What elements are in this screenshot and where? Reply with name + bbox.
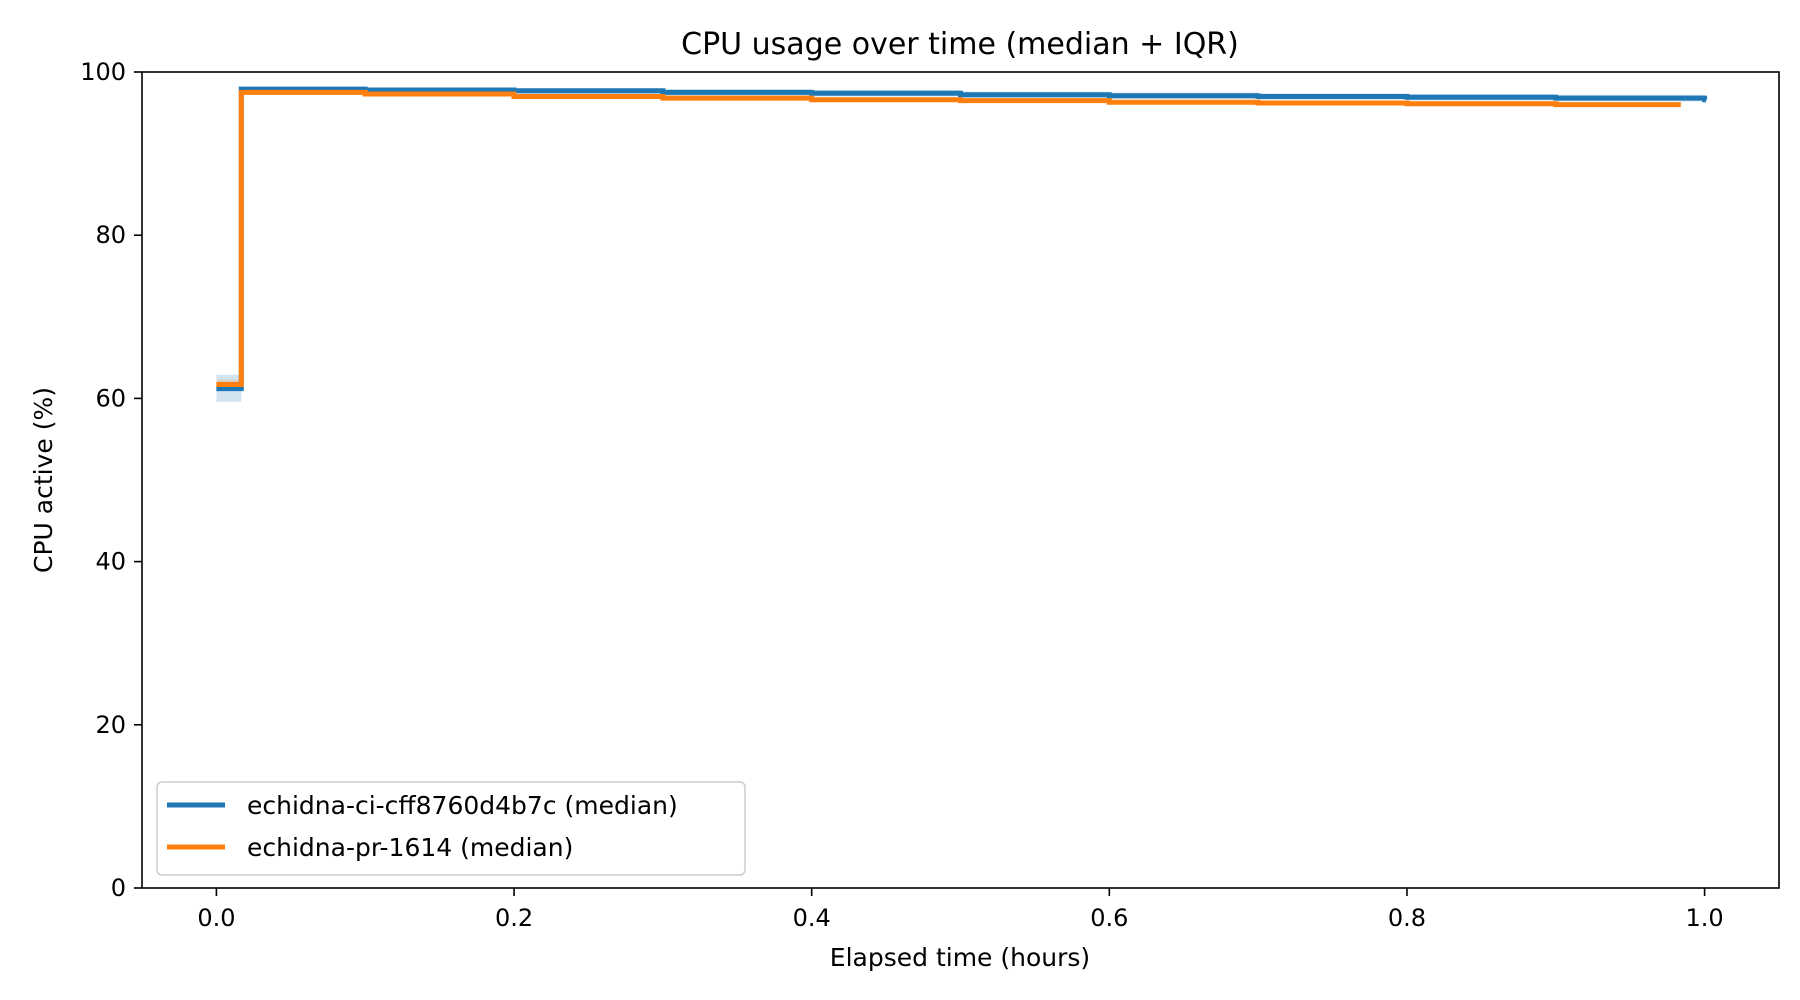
x-tick-label: 1.0	[1686, 904, 1724, 932]
y-tick-label: 80	[95, 221, 126, 249]
series-1-median-line	[216, 89, 1681, 387]
chart-title: CPU usage over time (median + IQR)	[681, 27, 1239, 62]
x-tick-label: 0.2	[495, 904, 533, 932]
legend-box	[156, 781, 746, 876]
series-0-median-line	[216, 86, 1708, 392]
series-1-iqr-band	[216, 90, 1681, 390]
x-axis-label: Elapsed time (hours)	[830, 943, 1090, 972]
y-tick-label: 20	[95, 711, 126, 739]
legend-label-1: echidna-pr-1614 (median)	[247, 833, 573, 862]
legend: echidna-ci-cff8760d4b7c (median) echidna-…	[156, 781, 746, 876]
x-tick-label: 0.0	[197, 904, 235, 932]
y-tick-label: 40	[95, 548, 126, 576]
y-axis-label: CPU active (%)	[29, 387, 58, 573]
x-tick-label: 0.8	[1388, 904, 1426, 932]
y-axis: 0 20 40 60 80 100	[80, 58, 142, 902]
x-axis: 0.0 0.2 0.4 0.6 0.8 1.0	[197, 888, 1724, 932]
x-tick-label: 0.4	[793, 904, 831, 932]
axes-frame	[141, 71, 1780, 889]
x-tick-label: 0.6	[1090, 904, 1128, 932]
plot-area	[141, 71, 1780, 889]
y-tick-label: 100	[80, 58, 126, 86]
y-tick-label: 60	[95, 384, 126, 412]
y-tick-label: 0	[111, 874, 126, 902]
series-0-iqr-band	[216, 86, 1707, 402]
legend-label-0: echidna-ci-cff8760d4b7c (median)	[247, 791, 678, 820]
